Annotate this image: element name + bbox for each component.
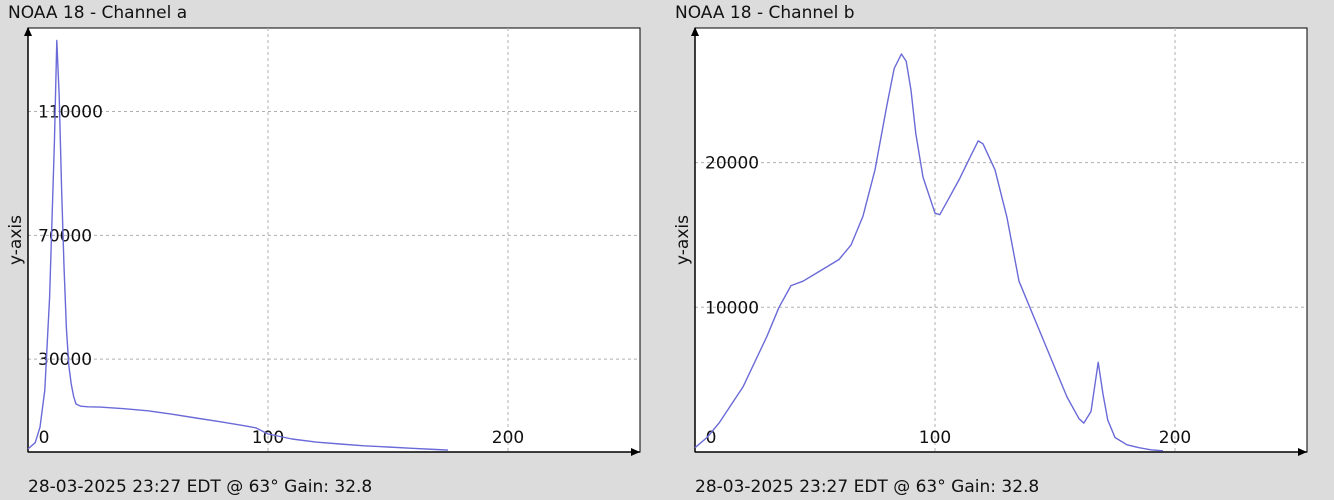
chart-title: NOAA 18 - Channel b (675, 3, 855, 23)
y-tick-label: 20000 (705, 154, 759, 174)
x-tick-label: 0 (706, 428, 717, 448)
x-tick-label: 200 (1159, 428, 1191, 448)
y-axis-label: y-axis (6, 215, 26, 265)
chart-footer: 28-03-2025 23:27 EDT @ 63° Gain: 32.8 (28, 477, 373, 497)
y-tick-label: 110000 (38, 103, 103, 123)
chart-title: NOAA 18 - Channel a (8, 3, 188, 23)
y-axis-label: y-axis (673, 215, 693, 265)
chart-plot-b: 0 100 200 10000 20000 y-axis (673, 27, 1308, 456)
x-axis-arrow (631, 448, 640, 456)
chart-panel-b: NOAA 18 - Channel b 0 100 200 10000 20000 y-a… (667, 0, 1334, 500)
x-tick-label: 0 (39, 428, 50, 448)
y-tick-label: 30000 (38, 350, 92, 370)
plot-area (27, 27, 641, 453)
y-tick-label: 10000 (705, 298, 759, 318)
chart-panel-a: NOAA 18 - Channel a 0 100 200 30000 70000 110… (6, 3, 641, 497)
x-axis-arrow (1298, 448, 1307, 456)
x-tick-label: 200 (492, 428, 524, 448)
series-line (27, 39, 449, 451)
chart-plot-a: 0 100 200 30000 70000 110000 y-axis (6, 27, 641, 456)
y-axis-arrow (24, 27, 32, 36)
y-tick-label: 70000 (38, 226, 92, 246)
chart-footer: 28-03-2025 23:27 EDT @ 63° Gain: 32.8 (695, 477, 1040, 497)
series-line (694, 53, 1164, 452)
x-tick-label: 100 (252, 428, 284, 448)
y-axis-arrow (691, 27, 699, 36)
plot-area (694, 27, 1308, 453)
x-tick-label: 100 (919, 428, 951, 448)
